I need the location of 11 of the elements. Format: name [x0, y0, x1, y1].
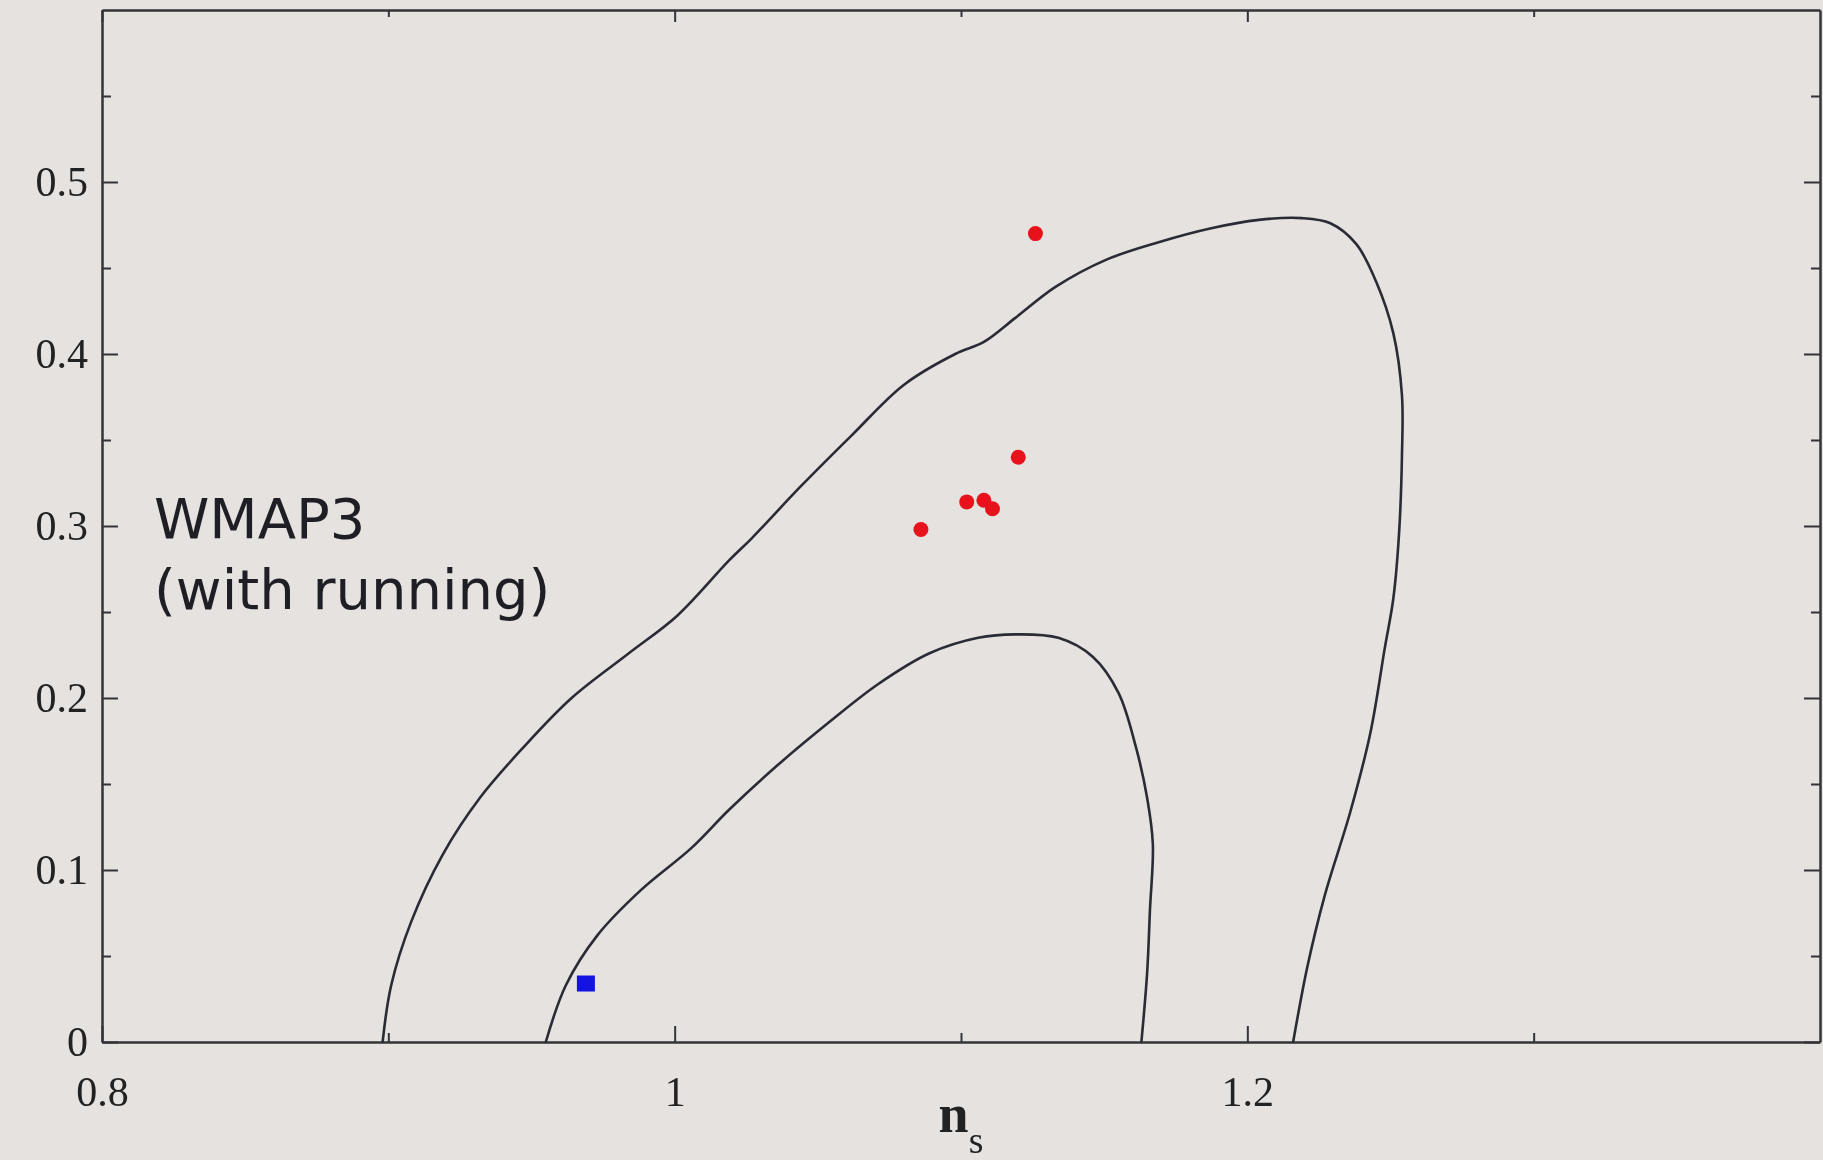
annotation: WMAP3 (with running) [154, 486, 551, 623]
y-tick-label: 0.1 [35, 846, 88, 893]
x-axis-title: n$_{s}$ [938, 1084, 984, 1160]
x-tick-label: 1.2 [1221, 1068, 1275, 1115]
y-tick-label: 0.5 [35, 158, 88, 205]
y-tick-label: 0.3 [35, 502, 88, 549]
y-tick-label: 0.2 [35, 674, 88, 721]
x-tick-label: 1 [664, 1068, 686, 1115]
y-tick-label: 0 [67, 1018, 88, 1065]
x-tick-label: 0.8 [76, 1068, 129, 1115]
y-tick-label: 0.4 [35, 330, 88, 377]
